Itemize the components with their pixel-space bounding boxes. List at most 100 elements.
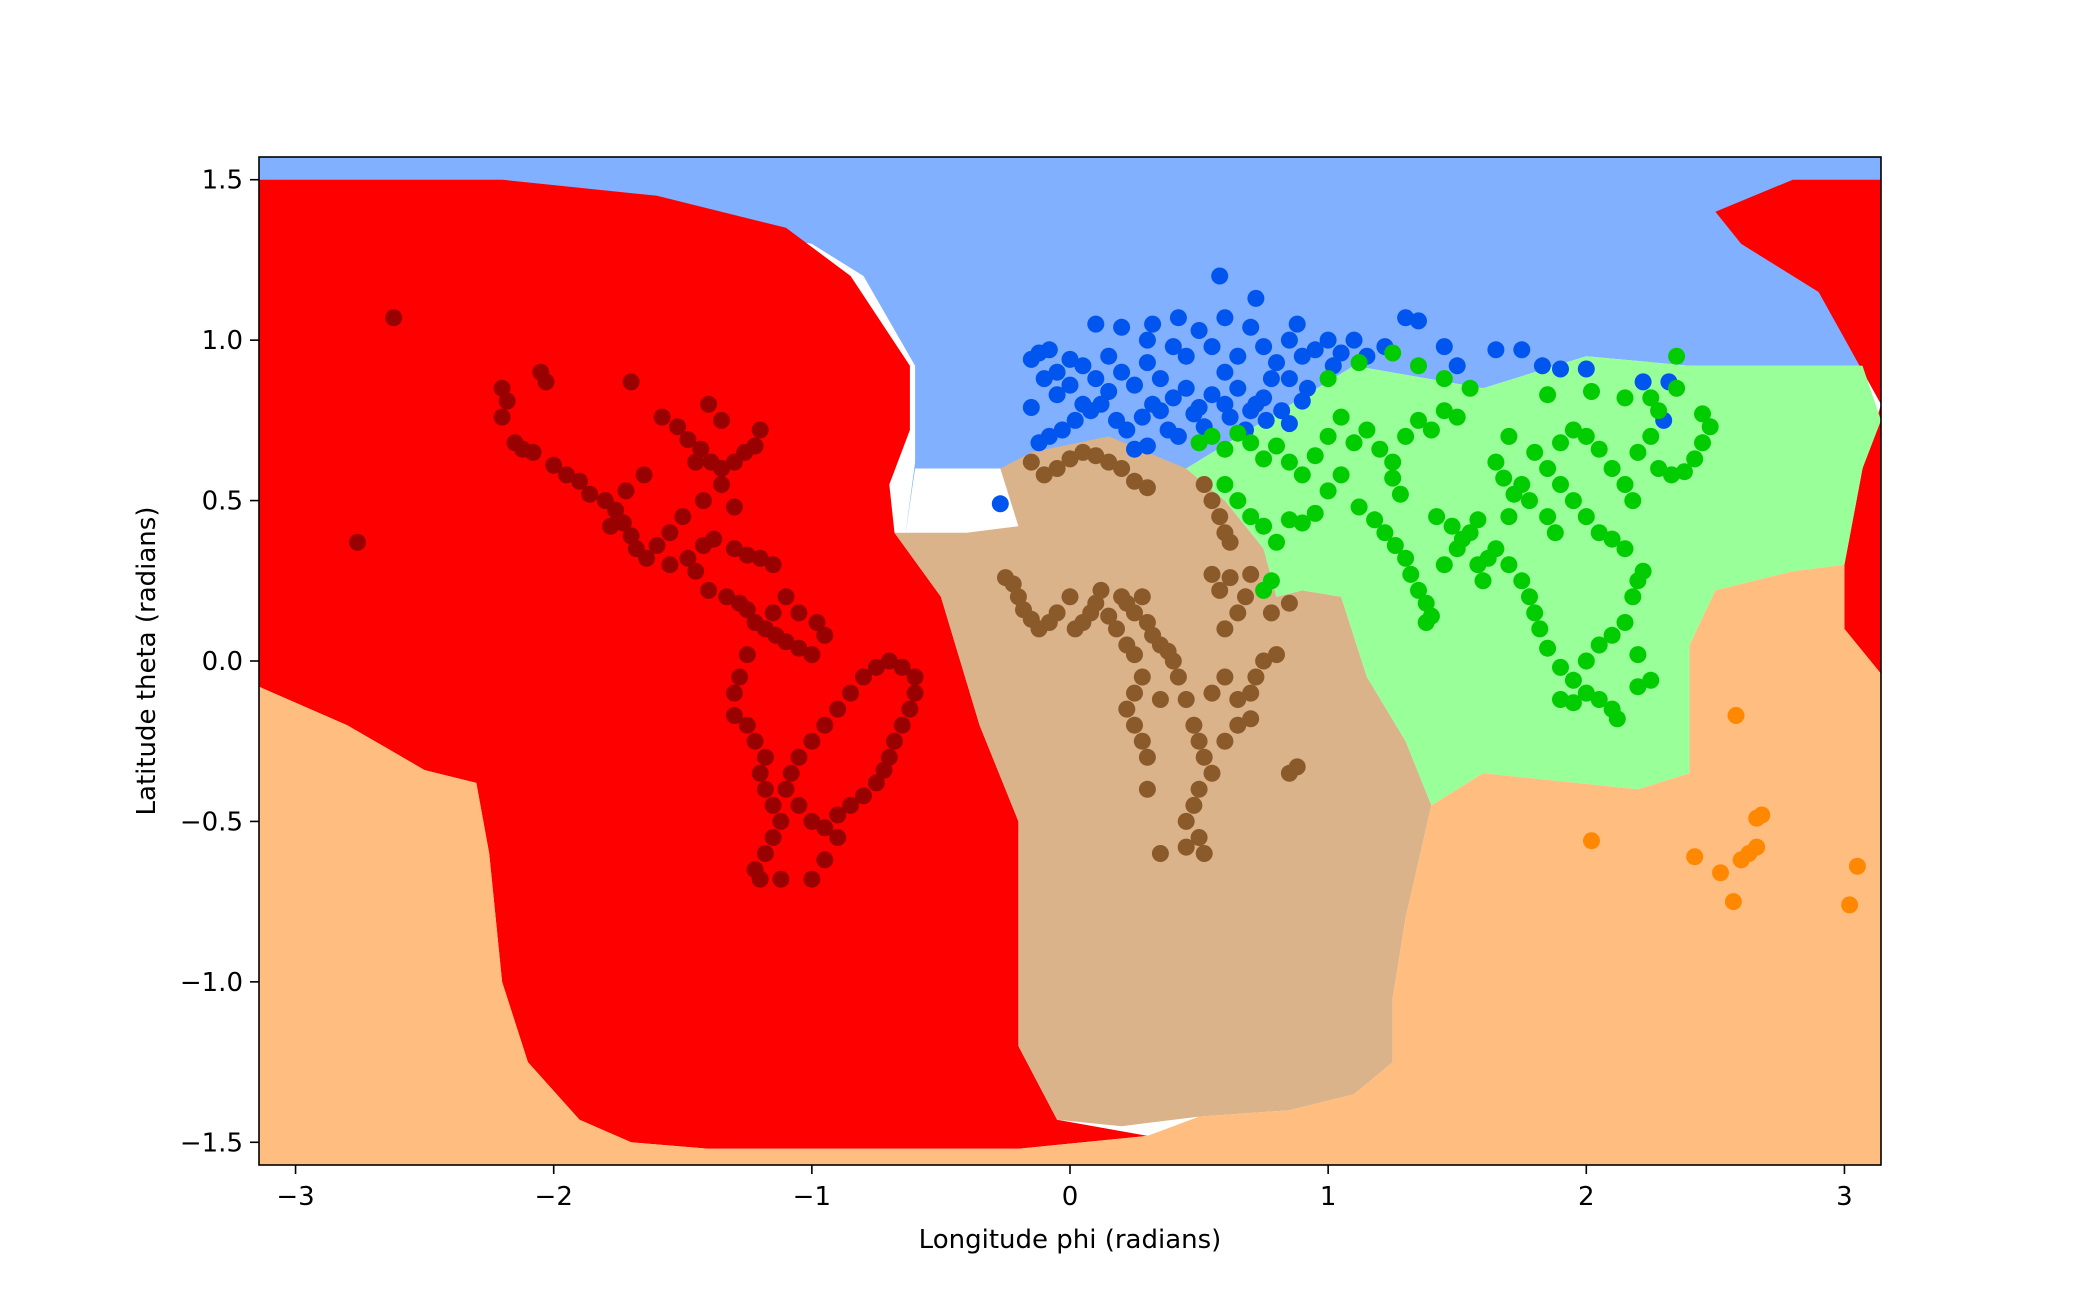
data-point xyxy=(1583,383,1600,400)
data-point xyxy=(1216,732,1234,750)
data-point xyxy=(1616,540,1634,558)
data-point xyxy=(1590,440,1608,458)
data-point xyxy=(1428,508,1446,526)
data-point xyxy=(1608,710,1626,728)
data-point xyxy=(653,408,671,426)
data-point xyxy=(674,508,692,526)
data-point xyxy=(1087,370,1105,388)
data-point xyxy=(1053,421,1071,439)
data-point xyxy=(855,668,872,686)
data-point xyxy=(1118,700,1136,718)
data-point xyxy=(1384,453,1402,471)
data-point xyxy=(1634,562,1652,580)
y-tick-label: −1.5 xyxy=(180,1128,243,1158)
data-point xyxy=(1583,832,1600,850)
data-point xyxy=(1035,370,1053,388)
data-point xyxy=(1169,427,1187,445)
data-point xyxy=(1092,581,1110,599)
data-point xyxy=(687,562,705,580)
data-point xyxy=(1500,508,1518,526)
data-point xyxy=(1577,508,1595,526)
data-point xyxy=(1686,848,1704,866)
data-point xyxy=(803,732,821,750)
data-point xyxy=(1306,504,1324,522)
data-point xyxy=(886,732,903,750)
data-point xyxy=(705,530,723,548)
data-point xyxy=(777,588,795,606)
data-point xyxy=(1552,691,1569,708)
data-point xyxy=(1293,514,1311,532)
data-point xyxy=(1332,408,1350,426)
data-point xyxy=(756,780,774,798)
data-point xyxy=(1712,864,1729,882)
data-point xyxy=(1386,537,1404,554)
data-point xyxy=(602,517,619,535)
y-tick-label: 0.0 xyxy=(202,647,243,677)
data-point xyxy=(1293,392,1311,410)
x-tick-label: −1 xyxy=(793,1182,831,1212)
data-point xyxy=(1087,315,1105,333)
data-point xyxy=(1092,395,1110,413)
data-point xyxy=(1546,524,1564,542)
data-point xyxy=(1384,469,1402,487)
data-point xyxy=(1048,386,1066,404)
region-1 xyxy=(259,179,1148,1149)
data-point xyxy=(1211,508,1229,526)
x-axis: −3 −2 −1 0 1 2 3 xyxy=(276,1165,1853,1212)
data-point xyxy=(738,646,756,664)
data-point xyxy=(1293,347,1311,365)
data-point xyxy=(1435,370,1453,388)
data-point xyxy=(1686,450,1704,468)
data-point xyxy=(1577,427,1595,445)
data-point xyxy=(1280,370,1298,388)
data-point xyxy=(764,796,782,814)
data-point xyxy=(1113,460,1131,477)
data-point xyxy=(1435,338,1453,356)
data-point xyxy=(1242,318,1260,336)
data-point xyxy=(1257,411,1275,429)
data-point xyxy=(1487,341,1505,359)
data-point xyxy=(906,668,924,686)
data-point xyxy=(1539,639,1557,657)
data-point xyxy=(1616,614,1634,631)
data-point xyxy=(1848,857,1866,875)
data-point xyxy=(1138,331,1156,349)
data-point xyxy=(1324,357,1342,375)
data-point xyxy=(1417,594,1435,612)
data-point xyxy=(1701,418,1719,436)
data-point xyxy=(1410,357,1427,375)
data-point xyxy=(738,546,756,564)
data-point xyxy=(713,476,730,493)
data-point xyxy=(1288,758,1306,776)
data-point xyxy=(1487,453,1505,471)
data-point xyxy=(1539,386,1557,404)
data-point xyxy=(1229,716,1247,734)
data-point xyxy=(1577,684,1595,702)
data-point xyxy=(1035,466,1053,484)
data-point xyxy=(816,716,834,734)
data-point xyxy=(1552,434,1569,452)
data-point xyxy=(1247,668,1265,686)
data-point xyxy=(581,485,599,503)
data-point xyxy=(700,395,718,413)
data-point xyxy=(725,498,743,516)
data-points xyxy=(349,267,1866,914)
x-tick-label: −3 xyxy=(276,1182,314,1212)
data-point xyxy=(1590,524,1608,542)
data-point xyxy=(1022,399,1040,416)
data-point xyxy=(867,774,885,792)
data-point xyxy=(875,761,893,779)
data-point xyxy=(1177,691,1195,708)
data-point xyxy=(1410,411,1427,429)
data-point xyxy=(692,440,710,458)
data-point xyxy=(1100,607,1118,625)
data-point xyxy=(906,684,924,702)
data-point xyxy=(1190,434,1208,452)
data-point xyxy=(1443,517,1461,535)
data-point xyxy=(829,829,847,846)
data-point xyxy=(1268,437,1285,455)
data-point xyxy=(782,764,800,782)
data-point xyxy=(1126,472,1143,490)
data-point xyxy=(1590,636,1608,654)
data-point xyxy=(893,716,911,734)
